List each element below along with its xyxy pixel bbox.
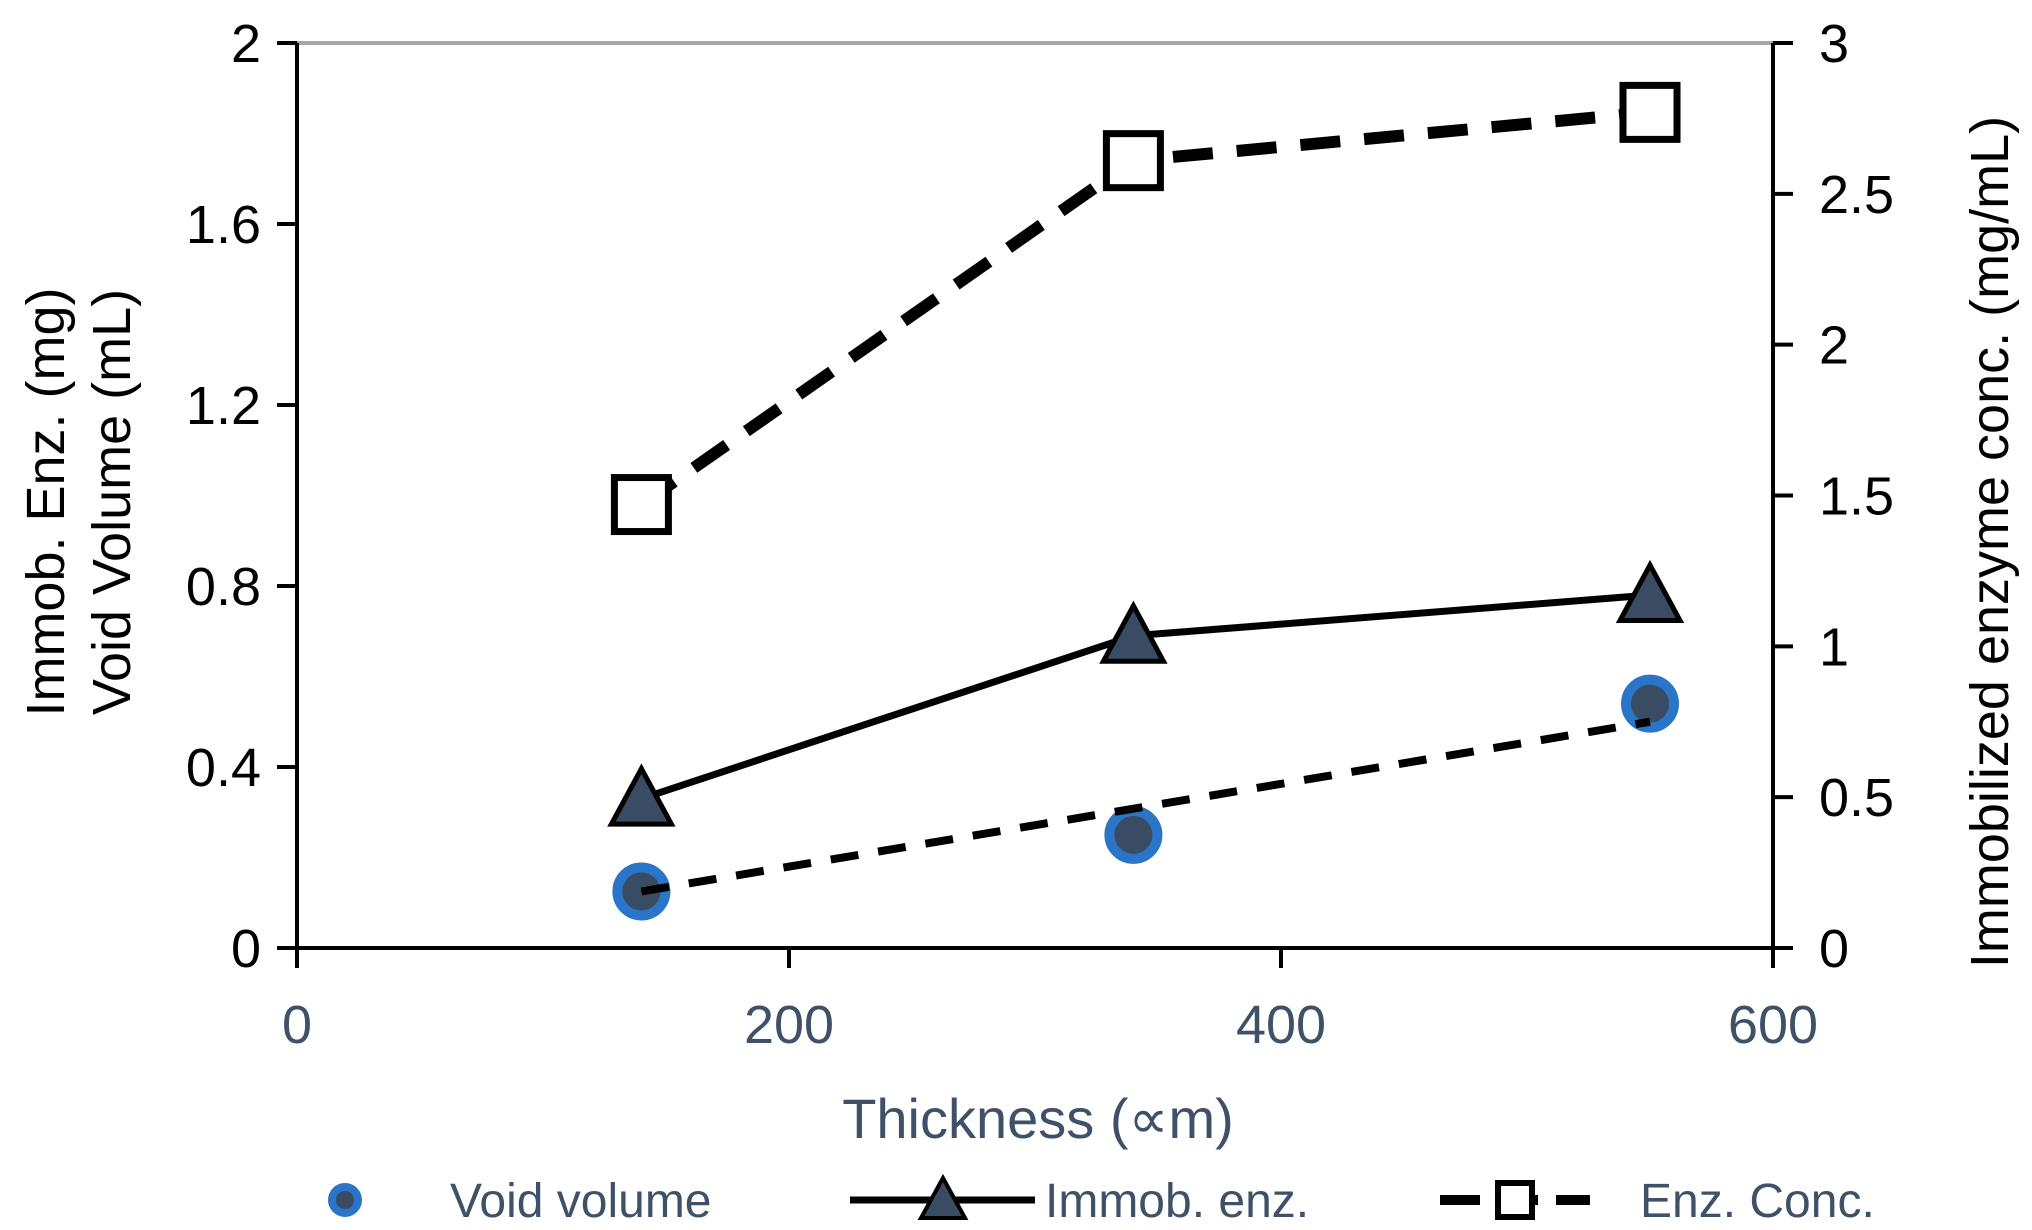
y-right-tick-label: 2.5 [1819,165,1894,225]
legend: Void volume Immob. enz. Enz. Conc. [328,1173,1875,1228]
x-tick-label: 0 [282,995,312,1055]
enz-conc-point [1102,130,1164,192]
legend-immob-enz-label: Immob. enz. [1045,1175,1309,1228]
x-tick-label: 600 [1728,995,1818,1055]
y-right-tick-label: 2 [1819,316,1849,376]
y-right-tick-label: 0 [1819,919,1849,979]
y-left-axis-title-line-2: Void Volume (mL) [82,289,142,715]
x-axis-title: Thickness (∝m) [842,1087,1234,1150]
y-left-tick-label: 0.4 [186,738,261,798]
y-left-axis-title-line-1: Immob. Enz. (mg) [16,287,76,716]
y-right-tick-label: 0.5 [1819,768,1894,828]
y-right-tick-label: 1 [1819,617,1849,677]
y-right-axis-title: Immobilized enzyme conc. (mg/mL) [1960,116,2020,968]
immob-enz-point [607,763,676,827]
y-left-tick-label: 0 [231,919,261,979]
y-right-tick-label: 1.5 [1819,467,1894,527]
legend-enz-conc-marker [1495,1180,1535,1220]
y-left-tick-label: 2 [231,14,261,74]
y-right-tick-label: 3 [1819,14,1849,74]
legend-enz-conc-label: Enz. Conc. [1640,1175,1875,1228]
void-volume-trend-line [640,717,1651,896]
immob-enz-point [1099,600,1168,664]
enz-conc-point [1619,81,1681,143]
axes [277,41,1793,968]
immob-enz-point [1615,559,1685,624]
series-layer [607,81,1685,921]
y-left-tick-label: 1.2 [186,376,261,436]
x-tick-label: 200 [744,995,834,1055]
legend-void-volume-label: Void volume [450,1175,712,1228]
legend-void-volume-marker [328,1183,362,1217]
y-left-tick-label: 0.8 [186,557,261,617]
y-left-tick-label: 1.6 [186,195,261,255]
x-tick-label: 400 [1236,995,1326,1055]
legend-immob-enz-marker [917,1173,969,1220]
void-volume-point [1621,674,1679,733]
enz-conc-point [610,474,672,536]
void-volume-point [1104,805,1163,864]
